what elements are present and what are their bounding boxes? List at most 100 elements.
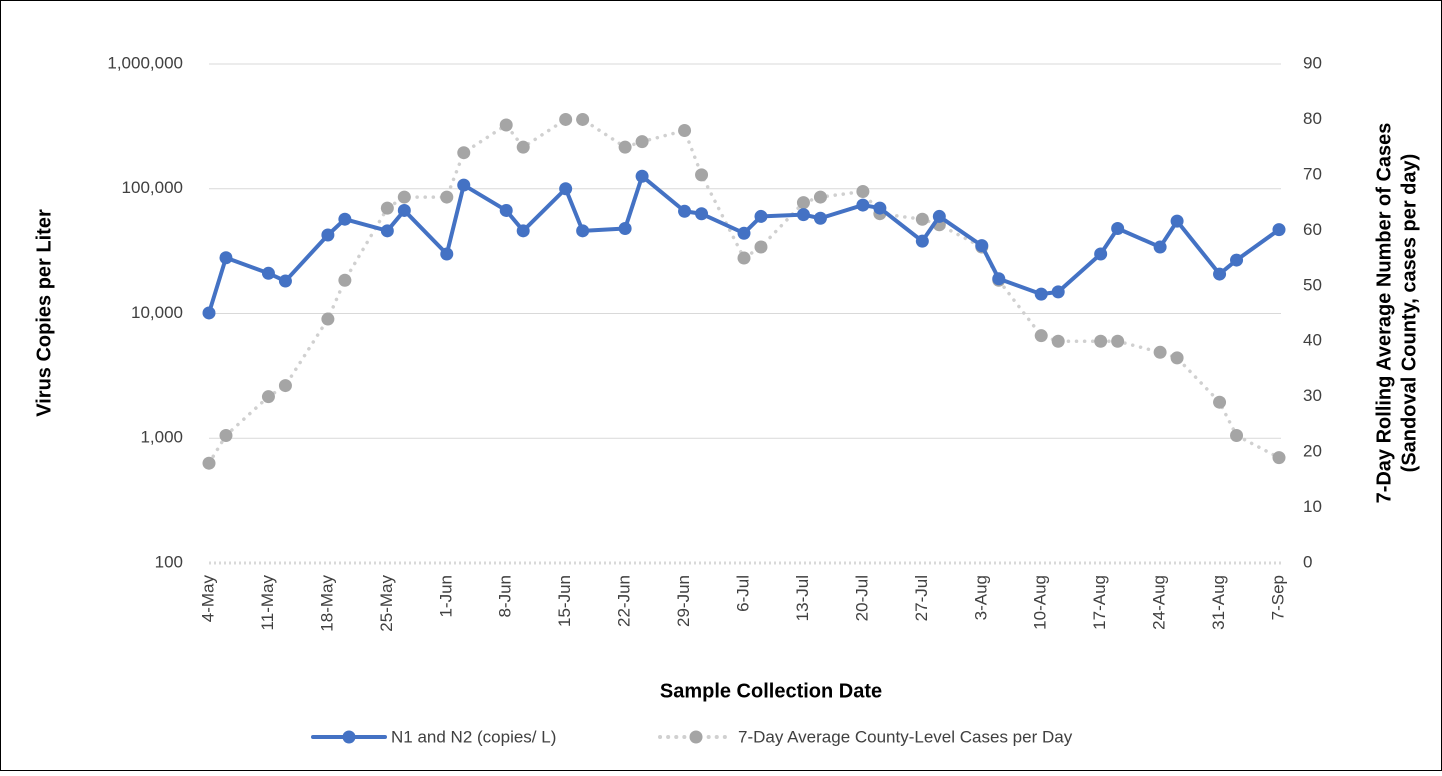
data-point [618, 140, 632, 154]
data-point [635, 169, 649, 183]
data-point [856, 198, 870, 212]
data-point [1094, 334, 1108, 348]
y-tick-label: 10,000 [131, 303, 183, 322]
data-point [1230, 253, 1244, 267]
legend-label: 7-Day Average County-Level Cases per Day [738, 727, 1073, 746]
y-tick-label: 1,000 [140, 428, 183, 447]
y-tick-label: 100 [155, 552, 183, 571]
data-point [278, 379, 292, 393]
data-point [1272, 451, 1286, 465]
x-tick-label: 3-Aug [971, 575, 990, 620]
data-point [516, 140, 530, 154]
data-point [695, 168, 709, 182]
data-point [915, 212, 929, 226]
legend-label: N1 and N2 (copies/ L) [391, 727, 556, 746]
y2-tick-label: 30 [1303, 386, 1322, 405]
x-tick-label: 31-Aug [1209, 575, 1228, 630]
data-point [873, 201, 887, 215]
data-point [813, 190, 827, 204]
data-point [737, 226, 751, 240]
x-tick-label: 13-Jul [793, 575, 812, 621]
x-tick-label: 15-Jun [555, 575, 574, 627]
y2-tick-label: 20 [1303, 442, 1322, 461]
data-point [338, 273, 352, 287]
x-tick-label: 11-May [258, 575, 277, 631]
x-tick-label: 25-May [377, 575, 396, 632]
data-point [635, 135, 649, 149]
data-point [1111, 222, 1125, 236]
data-point [321, 312, 335, 326]
data-point [559, 182, 573, 196]
data-point [261, 266, 275, 280]
data-point [915, 234, 929, 248]
data-point [499, 203, 513, 217]
data-point [1230, 428, 1244, 442]
data-point [754, 209, 768, 223]
data-point [576, 112, 590, 126]
y2-tick-label: 40 [1303, 331, 1322, 350]
y2-tick-label: 60 [1303, 220, 1322, 239]
data-point [516, 224, 530, 238]
data-point [440, 247, 454, 261]
data-point [754, 240, 768, 254]
data-point [576, 224, 590, 238]
data-point [338, 212, 352, 226]
data-point [678, 124, 692, 138]
data-point [975, 239, 989, 253]
data-point [380, 224, 394, 238]
data-point [321, 228, 335, 242]
data-point [932, 209, 946, 223]
data-point [559, 112, 573, 126]
y-axis-title: Virus Copies per Liter [33, 209, 55, 417]
data-point [1213, 395, 1227, 409]
y2-tick-label: 90 [1303, 53, 1322, 72]
y2-tick-label: 80 [1303, 109, 1322, 128]
data-point [1094, 247, 1108, 261]
data-point [457, 178, 471, 192]
y-tick-label: 1,000,000 [107, 53, 183, 72]
data-point [796, 196, 810, 210]
y-tick-label: 100,000 [122, 178, 183, 197]
data-point [380, 201, 394, 215]
data-point [678, 204, 692, 218]
x-tick-label: 6-Jul [733, 575, 752, 612]
data-point [219, 251, 233, 265]
x-tick-label: 10-Aug [1031, 575, 1050, 630]
x-axis-title: Sample Collection Date [660, 680, 882, 702]
x-tick-label: 24-Aug [1150, 575, 1169, 630]
y2-tick-label: 70 [1303, 164, 1322, 183]
x-tick-label: 20-Jul [852, 575, 871, 621]
data-point [457, 146, 471, 160]
data-point [1170, 214, 1184, 228]
legend-marker [342, 730, 356, 744]
legend-marker [689, 730, 703, 744]
data-point [202, 456, 216, 470]
data-point [1051, 334, 1065, 348]
x-tick-label: 8-Jun [496, 575, 515, 618]
x-tick-label: 4-May [198, 575, 217, 623]
x-tick-label: 7-Sep [1268, 575, 1287, 620]
data-point [1272, 223, 1286, 237]
y2-tick-label: 0 [1303, 552, 1312, 571]
data-point [219, 428, 233, 442]
y2-tick-label: 10 [1303, 497, 1322, 516]
data-point [440, 190, 454, 204]
data-point [796, 208, 810, 222]
x-tick-label: 29-Jun [674, 575, 693, 627]
data-point [695, 207, 709, 221]
data-point [1034, 287, 1048, 301]
y2-axis-title: (Sandoval County, cases per day) [1398, 154, 1420, 473]
data-point [397, 203, 411, 217]
x-tick-label: 18-May [317, 575, 336, 632]
data-point [278, 274, 292, 288]
data-point [261, 390, 275, 404]
x-tick-label: 1-Jun [436, 575, 455, 618]
y2-tick-label: 50 [1303, 275, 1322, 294]
data-point [737, 251, 751, 265]
x-tick-label: 27-Jul [912, 575, 931, 621]
data-point [856, 185, 870, 199]
data-point [1213, 267, 1227, 281]
data-point [202, 306, 216, 320]
